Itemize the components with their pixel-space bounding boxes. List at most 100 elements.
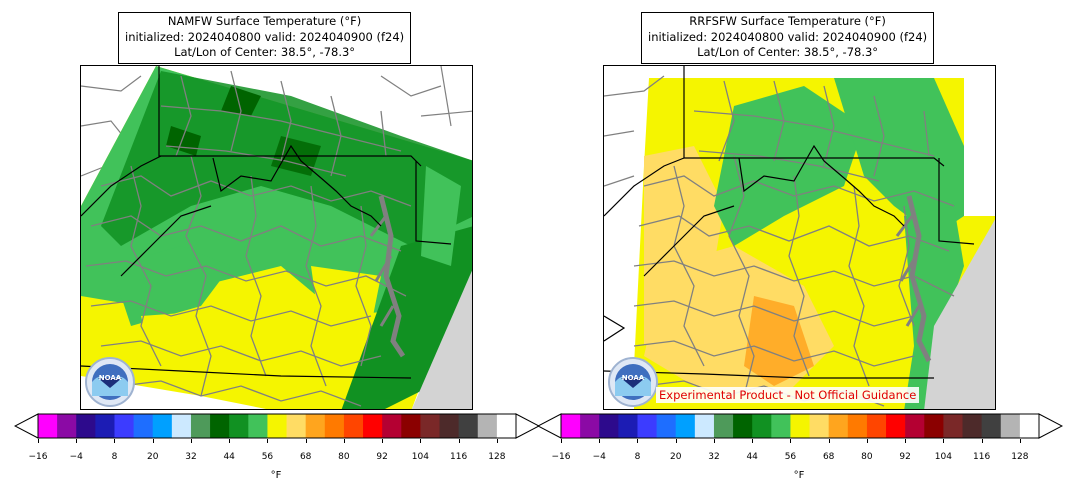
colorbar-cell [458, 414, 479, 438]
colorbar-tick-mark [458, 439, 460, 443]
colorbar-cell [866, 414, 887, 438]
colorbar-tick-mark [496, 439, 498, 443]
right-colorbar [537, 413, 1063, 439]
colorbar-tick-label: −16 [551, 452, 571, 462]
colorbar-cell [363, 414, 383, 438]
colorbar-cell [1000, 414, 1021, 438]
colorbar-tick-label: 68 [299, 452, 312, 462]
colorbar-cell [496, 414, 517, 438]
colorbar-cell [76, 414, 96, 438]
colorbar-tick-label: 56 [784, 452, 797, 462]
colorbar-tick-label: 80 [338, 452, 350, 462]
left-map-title: NAMFW Surface Temperature (°F) initializ… [118, 12, 412, 64]
colorbar-cell [905, 414, 925, 438]
colorbar-tick-label: 20 [146, 452, 159, 462]
colorbar-under-arrow [14, 413, 39, 439]
colorbar-cell [57, 414, 77, 438]
colorbar-cell [171, 414, 192, 438]
colorbar-cell [981, 414, 1002, 438]
colorbar-tick-mark [1019, 439, 1021, 443]
colorbar-cell [561, 414, 581, 438]
colorbar-cell [733, 414, 753, 438]
colorbar-cell [401, 414, 421, 438]
colorbar-cell [580, 414, 600, 438]
colorbar-tick-mark [981, 439, 983, 443]
colorbar-tick-mark [943, 439, 945, 443]
left-title-line3: Lat/Lon of Center: 38.5°, -78.3° [174, 45, 356, 59]
colorbar-tick-label: −4 [69, 452, 83, 462]
colorbar-tick-label: −16 [28, 452, 48, 462]
left-title-line2: initialized: 2024040800 valid: 202404090… [125, 29, 405, 44]
colorbar-tick-mark [675, 439, 677, 443]
colorbar-tick-label: 104 [934, 452, 952, 462]
colorbar-cell [343, 414, 364, 438]
colorbar-tick-label: 32 [185, 452, 197, 462]
colorbar-cell [847, 414, 868, 438]
colorbar-cell [618, 414, 638, 438]
colorbar-tick-label: 128 [1011, 452, 1029, 462]
colorbar-tick-label: 104 [411, 452, 429, 462]
left-panel: NAMFW Surface Temperature (°F) initializ… [14, 12, 540, 481]
colorbar-tick-mark [420, 439, 422, 443]
colorbar-frame [560, 413, 1040, 439]
colorbar-cell [190, 414, 211, 438]
left-county-lines [85, 70, 412, 407]
colorbar-tick-mark [905, 439, 907, 443]
colorbar-cell [267, 414, 288, 438]
colorbar-tick-mark [267, 439, 269, 443]
colorbar-cell [286, 414, 307, 438]
right-logo-text: NOAA [622, 374, 645, 382]
colorbar-cell [694, 414, 715, 438]
right-title-line2: initialized: 2024040800 valid: 202404090… [648, 29, 928, 44]
colorbar-tick-label: 8 [634, 452, 641, 462]
colorbar-cell [637, 414, 658, 438]
colorbar-cell [752, 414, 772, 438]
right-data-field [634, 78, 995, 409]
left-data-field [81, 66, 472, 409]
colorbar-cell [828, 414, 849, 438]
colorbar-tick-mark [229, 439, 231, 443]
colorbar-tick-mark [38, 439, 39, 443]
colorbar-cell [305, 414, 326, 438]
colorbar-cell [713, 414, 734, 438]
left-colorbar [14, 413, 540, 439]
colorbar-cell [324, 414, 345, 438]
colorbar-tick-mark [114, 439, 116, 443]
colorbar-cell [229, 414, 249, 438]
colorbar-cell [886, 414, 906, 438]
colorbar-cell [420, 414, 441, 438]
colorbar-tick-label: 56 [261, 452, 274, 462]
colorbar-cell [38, 414, 58, 438]
left-title-line1: NAMFW Surface Temperature (°F) [167, 14, 362, 28]
colorbar-cell [675, 414, 696, 438]
colorbar-tick-label: 116 [450, 452, 468, 462]
colorbar-cell [210, 414, 230, 438]
colorbar-tick-mark [866, 439, 868, 443]
colorbar-cell [656, 414, 677, 438]
left-temperature-map [80, 65, 473, 410]
colorbar-cell [382, 414, 402, 438]
colorbar-cell [962, 414, 983, 438]
colorbar-tick-mark [790, 439, 792, 443]
colorbar-tick-mark [152, 439, 154, 443]
colorbar-tick-label: 92 [899, 452, 911, 462]
colorbar-under-arrow [537, 413, 562, 439]
colorbar-cell [133, 414, 154, 438]
colorbar-tick-mark [752, 439, 754, 443]
colorbar-cell [943, 414, 964, 438]
colorbar-tick-label: 116 [973, 452, 991, 462]
right-temperature-map [603, 65, 996, 410]
right-title-line3: Lat/Lon of Center: 38.5°, -78.3° [697, 45, 879, 59]
colorbar-cell [1019, 414, 1040, 438]
left-colorbar-units: °F [270, 470, 282, 481]
colorbar-tick-mark [343, 439, 345, 443]
right-panel: RRFSFW Surface Temperature (°F) initiali… [523, 0, 1063, 499]
colorbar-over-arrow [1038, 413, 1063, 439]
colorbar-cell [477, 414, 498, 438]
colorbar-tick-label: 44 [223, 452, 235, 462]
colorbar-cell [809, 414, 830, 438]
colorbar-cell [924, 414, 944, 438]
right-colorbar-units: °F [793, 470, 805, 481]
colorbar-tick-label: −4 [592, 452, 606, 462]
colorbar-cell [790, 414, 811, 438]
